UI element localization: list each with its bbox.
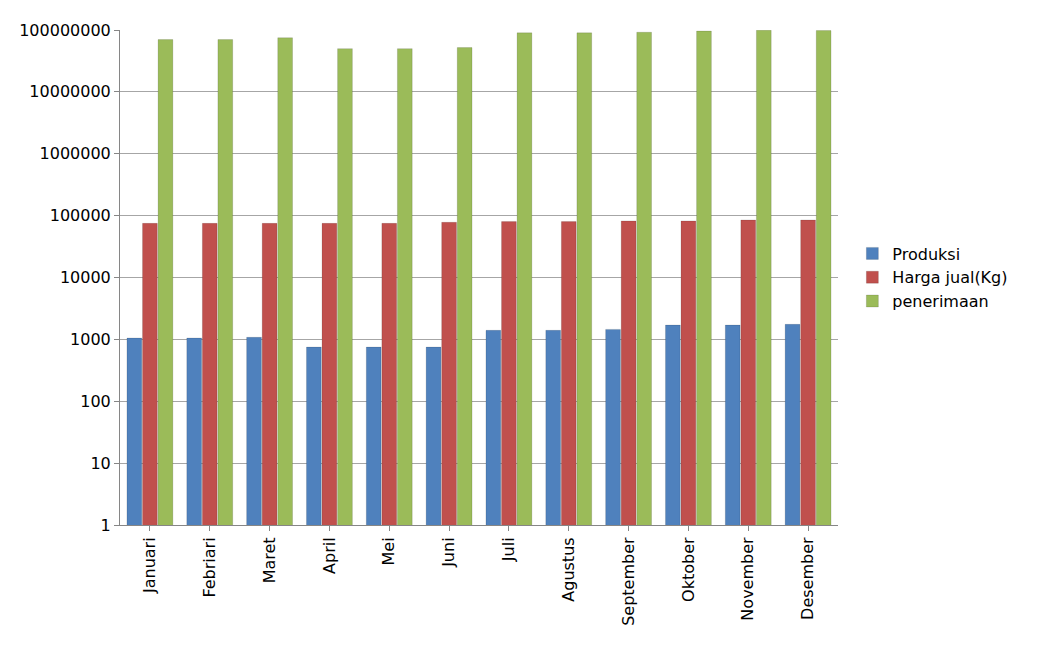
svg-text:Juni: Juni <box>439 537 458 567</box>
svg-text:penerimaan: penerimaan <box>892 292 988 311</box>
svg-text:Febriari: Febriari <box>200 537 219 597</box>
svg-text:Harga jual(Kg): Harga jual(Kg) <box>892 268 1007 287</box>
svg-text:Januari: Januari <box>140 537 159 594</box>
svg-text:Produksi: Produksi <box>892 245 960 264</box>
svg-text:10000: 10000 <box>60 268 111 287</box>
svg-text:Oktober: Oktober <box>679 537 698 602</box>
svg-text:1000: 1000 <box>70 330 111 349</box>
svg-text:1: 1 <box>101 516 111 535</box>
svg-text:Desember: Desember <box>798 537 817 620</box>
svg-text:November: November <box>738 537 757 621</box>
svg-text:10000000: 10000000 <box>29 82 110 101</box>
svg-text:April: April <box>320 537 339 574</box>
svg-text:1000000: 1000000 <box>40 144 111 163</box>
svg-text:September: September <box>619 537 638 626</box>
svg-text:Juli: Juli <box>499 537 518 562</box>
svg-text:100000: 100000 <box>50 206 111 225</box>
svg-text:Maret: Maret <box>260 537 279 583</box>
svg-text:10: 10 <box>90 454 110 473</box>
svg-text:100000000: 100000000 <box>19 21 111 40</box>
svg-text:100: 100 <box>80 392 111 411</box>
svg-text:Mei: Mei <box>379 537 398 565</box>
svg-text:Agustus: Agustus <box>559 537 578 601</box>
